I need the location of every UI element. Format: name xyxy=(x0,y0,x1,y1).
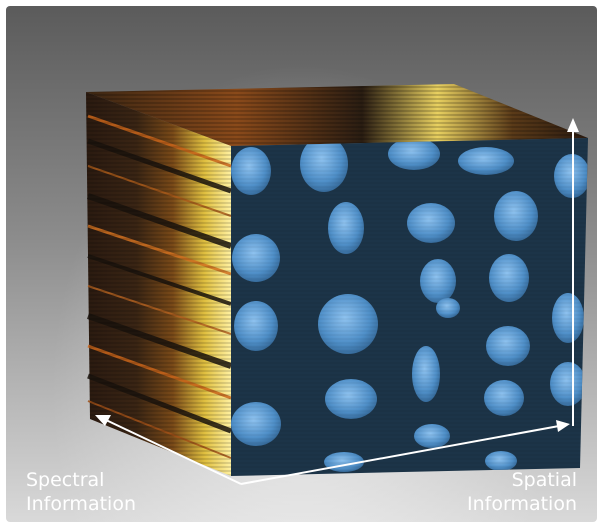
spectral-label-line1: Spectral xyxy=(26,469,105,491)
spatial-label-line1: Spatial xyxy=(511,469,577,491)
spectral-label-line2: Information xyxy=(26,493,136,515)
spectral-information-label: Spectral Information xyxy=(26,468,136,516)
spatial-axis-arrow-horizontal xyxy=(240,420,570,485)
spectral-axis-arrow xyxy=(95,415,242,485)
cube-diagram xyxy=(86,84,588,485)
spatial-axis-arrow-vertical xyxy=(567,118,579,426)
spatial-information-label: Spatial Information xyxy=(467,468,577,516)
hyperspectral-cube-figure: Spectral Information Spatial Information xyxy=(6,6,597,522)
spatial-label-line2: Information xyxy=(467,493,577,515)
